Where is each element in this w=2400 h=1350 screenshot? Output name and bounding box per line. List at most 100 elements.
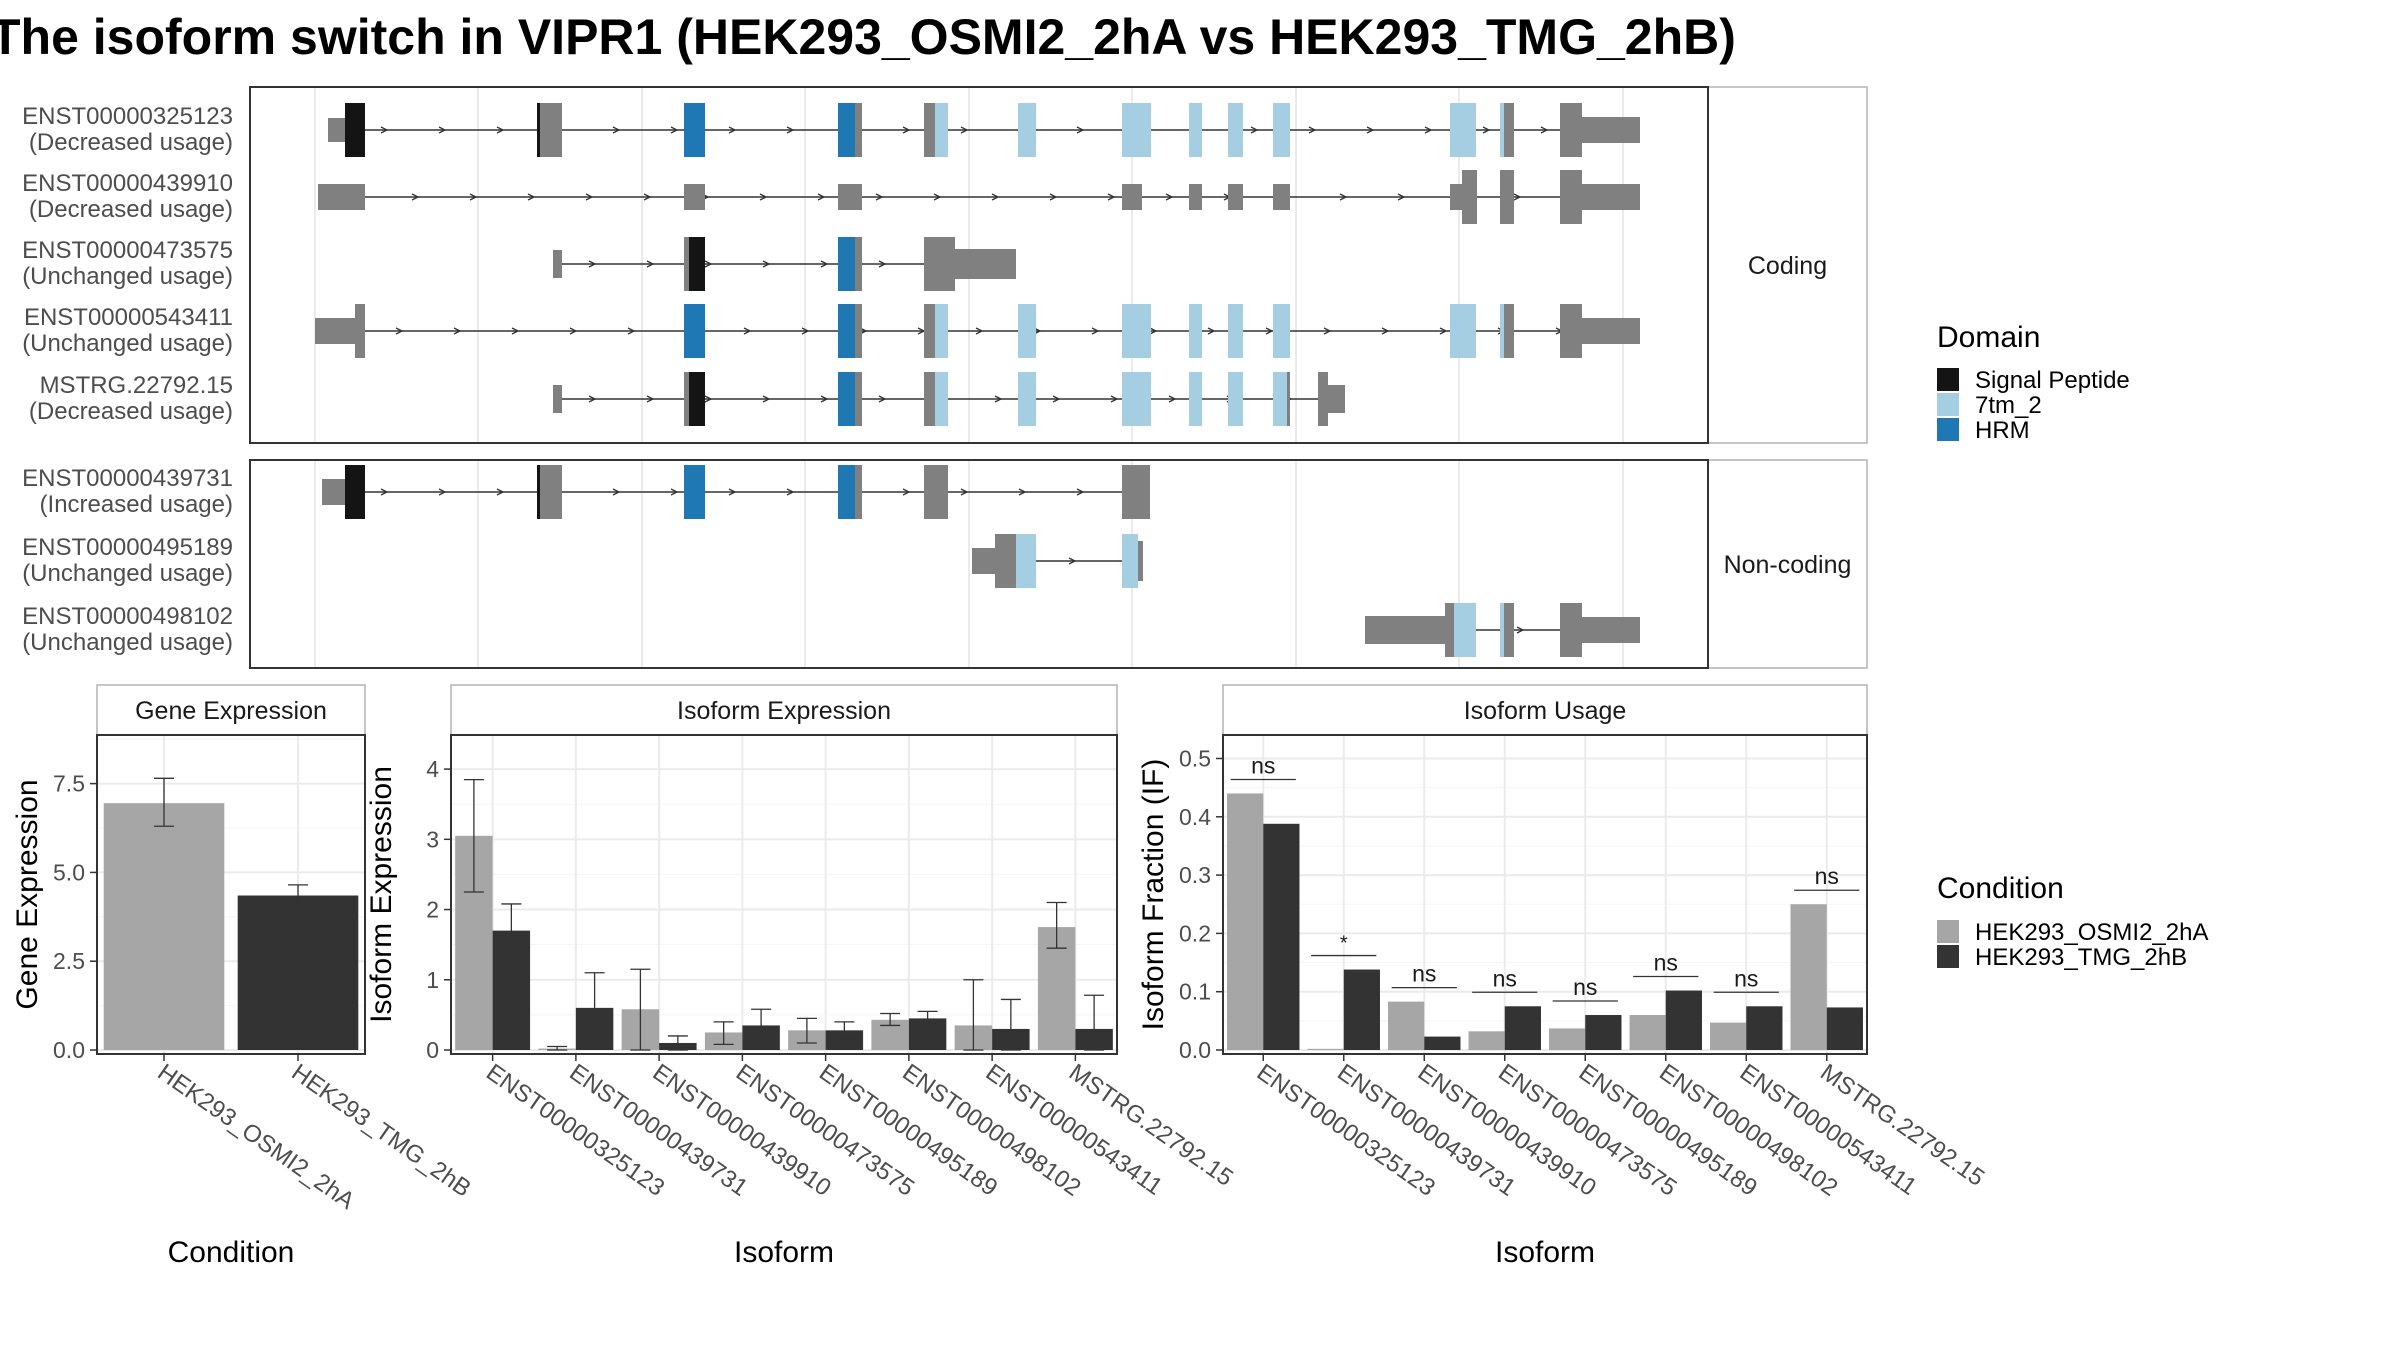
plot-bg <box>1223 735 1867 1054</box>
figure-title: The isoform switch in VIPR1 (HEK293_OSMI… <box>0 9 1736 65</box>
exon <box>1500 304 1504 358</box>
bar <box>103 803 225 1050</box>
strand-arrow <box>670 488 679 496</box>
plot-border <box>450 734 1118 1055</box>
exon <box>1500 170 1514 224</box>
strand-arrow <box>380 488 389 496</box>
strand-arrow <box>878 260 887 268</box>
strand-arrow <box>380 126 389 134</box>
y-tick-label: 7.5 <box>53 771 85 797</box>
strand-arrow <box>527 193 536 201</box>
exon <box>995 534 1016 588</box>
significance-label: ns <box>1654 950 1678 976</box>
y-tick-label: 3 <box>426 826 439 852</box>
exon <box>838 304 855 358</box>
exon <box>1273 184 1290 210</box>
coding-strip-border <box>249 86 1709 444</box>
x-axis-title: Isoform <box>734 1236 834 1269</box>
chart-title: Isoform Expression <box>677 697 891 725</box>
exon <box>1189 184 1202 210</box>
strand-arrow <box>588 395 597 403</box>
strand-arrow <box>875 193 884 201</box>
y-axis-title: Isoform Expression <box>365 766 398 1023</box>
condition-legend-key <box>1937 920 1959 943</box>
y-tick-label: 0.0 <box>1179 1037 1211 1063</box>
strand-arrow <box>704 395 713 403</box>
exon <box>1228 103 1243 157</box>
strand-arrow <box>438 126 447 134</box>
transcript-id: ENST00000498102 <box>22 603 233 630</box>
exon <box>855 304 862 358</box>
gene-expression-chart: Gene Expression0.02.55.07.5HEK293_OSMI2_… <box>11 684 476 1269</box>
exon <box>855 237 862 291</box>
exon <box>1287 372 1290 426</box>
strand-arrow <box>511 327 520 335</box>
strand-arrow <box>1366 126 1375 134</box>
significance-label: ns <box>1251 752 1275 778</box>
exon <box>1122 184 1142 210</box>
exon <box>1318 372 1328 426</box>
exon <box>1504 603 1514 657</box>
bar <box>1424 1036 1461 1050</box>
exon <box>355 304 365 358</box>
bar <box>1665 990 1702 1050</box>
y-axis-title: Isoform Fraction (IF) <box>1137 759 1170 1031</box>
exon <box>689 237 705 291</box>
strand-arrow <box>1168 395 1177 403</box>
bar <box>1826 1007 1863 1050</box>
exon <box>1560 304 1582 358</box>
strand-arrow <box>743 327 752 335</box>
transcript-row: ENST00000498102(Unchanged usage) <box>22 603 1640 657</box>
significance-label: ns <box>1412 961 1436 987</box>
exon <box>537 465 540 519</box>
y-tick-label: 0.2 <box>1179 920 1211 946</box>
exon <box>1189 372 1202 426</box>
domain-legend-key <box>1937 368 1959 391</box>
y-axis-title: Gene Expression <box>11 779 44 1009</box>
exon <box>684 237 689 291</box>
exon <box>1016 534 1036 588</box>
isoform-usage-chart: Isoform Usage 0.0 0.1 0.2 0.3 0.4 0.5 ns * ns ns ns… <box>1137 684 1989 1269</box>
exon <box>924 372 935 426</box>
strand-arrow <box>975 327 984 335</box>
strand-arrow <box>1165 193 1174 201</box>
exon <box>1582 117 1640 143</box>
noncoding-strip-border <box>249 459 1709 669</box>
exon <box>935 372 948 426</box>
exon <box>684 465 705 519</box>
exon <box>1122 304 1151 358</box>
transcript-id: ENST00000439910 <box>22 170 233 197</box>
exon <box>855 372 862 426</box>
transcript-row: ENST00000325123(Decreased usage) <box>22 103 1640 157</box>
strand-arrow <box>1052 395 1061 403</box>
strand-arrow <box>1049 193 1058 201</box>
y-tick-label: 5.0 <box>53 859 85 885</box>
strand-arrow <box>1091 327 1100 335</box>
strand-arrow <box>1107 193 1116 201</box>
strand-arrow <box>817 193 826 201</box>
strand-arrow <box>994 395 1003 403</box>
transcript-row: ENST00000439731(Increased usage) <box>22 465 1150 519</box>
exon <box>1122 103 1151 157</box>
transcript-usage: (Unchanged usage) <box>22 330 233 357</box>
strand-arrow <box>801 327 810 335</box>
transcript-row: MSTRG.22792.15(Decreased usage) <box>29 372 1345 426</box>
exon <box>1273 372 1290 426</box>
strand-arrow <box>438 488 447 496</box>
strand-arrow <box>646 260 655 268</box>
exon <box>1122 534 1138 588</box>
condition-legend-label: HEK293_TMG_2hB <box>1975 944 2187 971</box>
transcript-structure-panel: CodingNon-codingENST00000325123(Decrease… <box>22 86 1868 669</box>
chart-title-strip <box>96 684 366 736</box>
exon <box>1228 184 1243 210</box>
exon <box>1560 603 1582 657</box>
exon <box>540 465 562 519</box>
exon <box>838 237 855 291</box>
exon <box>1365 616 1445 644</box>
exon <box>838 465 855 519</box>
exon <box>924 237 955 291</box>
bar <box>237 895 359 1050</box>
y-tick-label: 0.4 <box>1179 804 1211 830</box>
domain-legend-title: Domain <box>1937 321 2040 354</box>
